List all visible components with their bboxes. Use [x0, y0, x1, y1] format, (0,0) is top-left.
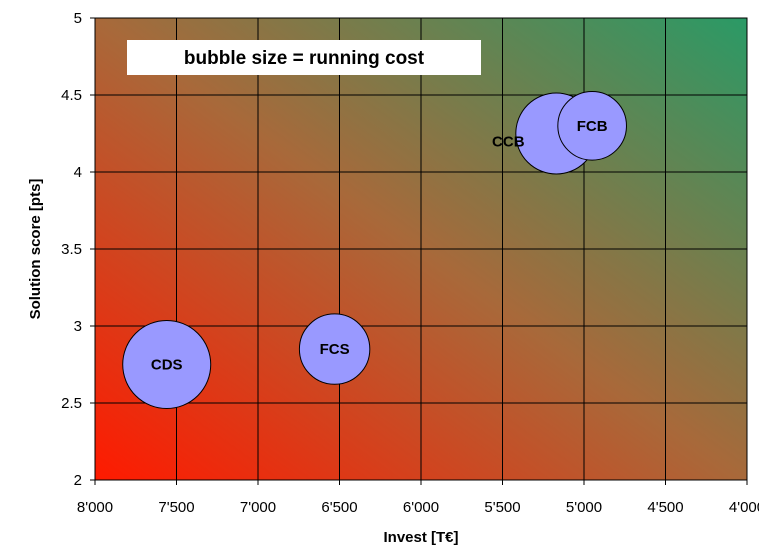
- x-tick-label: 7'000: [240, 499, 276, 516]
- bubble-cds: [122, 320, 212, 409]
- bubble-label-ccb: CCB: [492, 134, 525, 151]
- x-tick-label: 4'000: [729, 499, 759, 516]
- y-axis-title: Solution score [pts]: [27, 179, 44, 320]
- x-tick-label: 7'500: [158, 499, 194, 516]
- x-tick-label: 5'000: [566, 499, 602, 516]
- x-tick-label: 5'500: [484, 499, 520, 516]
- x-tick-label: 8'000: [77, 499, 113, 516]
- y-tick-label: 4.5: [61, 87, 82, 104]
- bubbles: CDS FCS CCB FCB: [122, 90, 627, 409]
- y-tick-label: 5: [74, 10, 82, 27]
- x-tick-label: 6'500: [321, 499, 357, 516]
- axes: 8'000 7'500 7'000 6'500 6'000 5'500 5'000 4'500…: [61, 10, 759, 516]
- y-tick-label: 3: [74, 318, 82, 335]
- y-tick-label: 4: [74, 164, 82, 181]
- annotation-box: bubble size = running cost: [127, 40, 481, 75]
- bubble-fcb: [557, 90, 627, 161]
- x-tick-label: 4'500: [647, 499, 683, 516]
- annotation-text: bubble size = running cost: [184, 48, 425, 69]
- y-tick-label: 2.5: [61, 395, 82, 412]
- annotation-background: [127, 40, 481, 75]
- bubble-label-fcs: FCS: [320, 341, 350, 358]
- y-tick-label: 2: [74, 472, 82, 489]
- y-tick-label: 3.5: [61, 241, 82, 258]
- x-axis-title: Invest [T€]: [383, 529, 458, 546]
- x-tick-label: 6'000: [403, 499, 439, 516]
- bubble-label-cds: CDS: [151, 357, 183, 374]
- bubble-label-fcb: FCB: [577, 118, 608, 135]
- bubble-fcs: [298, 313, 371, 385]
